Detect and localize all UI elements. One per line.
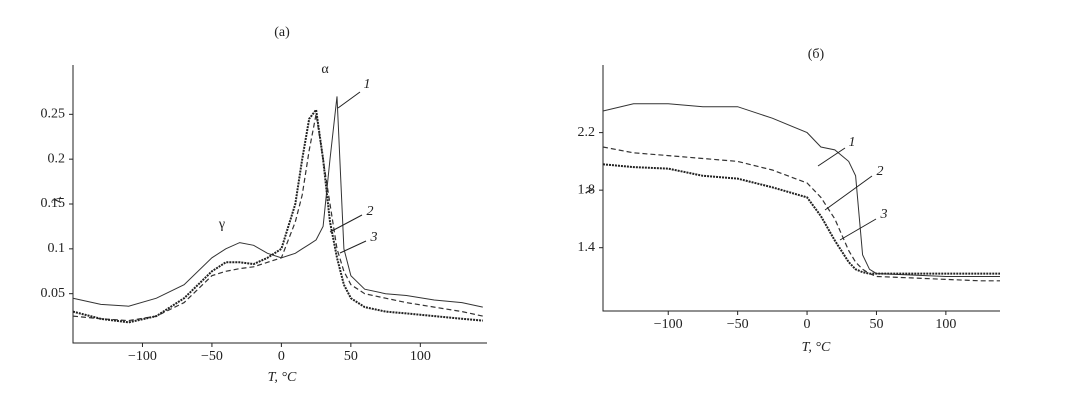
- y-axis-label: λ: [50, 196, 65, 203]
- chart-title: (б): [808, 47, 825, 62]
- y-tick-label: 1.8: [578, 182, 596, 197]
- y-tick-label: 1.4: [578, 240, 596, 255]
- axes: [602, 65, 1000, 312]
- axes: [72, 65, 487, 344]
- y-tick-label: 0.05: [41, 286, 66, 301]
- y-axis-label: ν: [582, 187, 597, 193]
- leader-line: [339, 240, 367, 254]
- chart-title: (a): [274, 25, 290, 40]
- x-tick-label: 50: [869, 317, 883, 332]
- leader-line: [817, 147, 846, 167]
- annotation: γ: [218, 217, 225, 232]
- data-line: [72, 114, 483, 322]
- leader-line: [839, 218, 877, 241]
- leader-line: [824, 175, 873, 211]
- y-tick-label: 0.25: [41, 107, 66, 122]
- annotation: 1: [364, 77, 371, 92]
- x-tick-label: −50: [201, 349, 223, 364]
- x-tick-label: −50: [727, 317, 749, 332]
- annotation: 3: [880, 207, 888, 222]
- leader-line: [329, 214, 363, 233]
- x-tick-label: 0: [804, 317, 811, 332]
- annotation: 2: [877, 164, 884, 179]
- x-tick-label: 0: [278, 349, 285, 364]
- annotation: 1: [849, 135, 856, 150]
- y-tick-label: 0.2: [48, 151, 66, 166]
- data-line: [602, 163, 1000, 275]
- x-axis-label: T, °C: [268, 370, 297, 385]
- annotation: 3: [370, 230, 378, 245]
- x-tick-label: −100: [654, 317, 683, 332]
- y-tick-label: 2.2: [578, 125, 596, 140]
- annotation: α: [321, 62, 329, 77]
- y-tick-label: 0.1: [48, 241, 66, 256]
- data-line: [602, 103, 1000, 277]
- leader-line: [337, 91, 361, 109]
- x-tick-label: 100: [410, 349, 431, 364]
- data-line: [72, 107, 483, 324]
- y-tick-label: 0.15: [41, 196, 66, 211]
- x-axis-label: T, °C: [802, 340, 831, 355]
- data-line: [602, 146, 1000, 282]
- data-line: [72, 96, 483, 308]
- x-tick-label: −100: [128, 349, 157, 364]
- x-tick-label: 50: [344, 349, 358, 364]
- x-tick-label: 100: [935, 317, 956, 332]
- annotation: 2: [367, 204, 374, 219]
